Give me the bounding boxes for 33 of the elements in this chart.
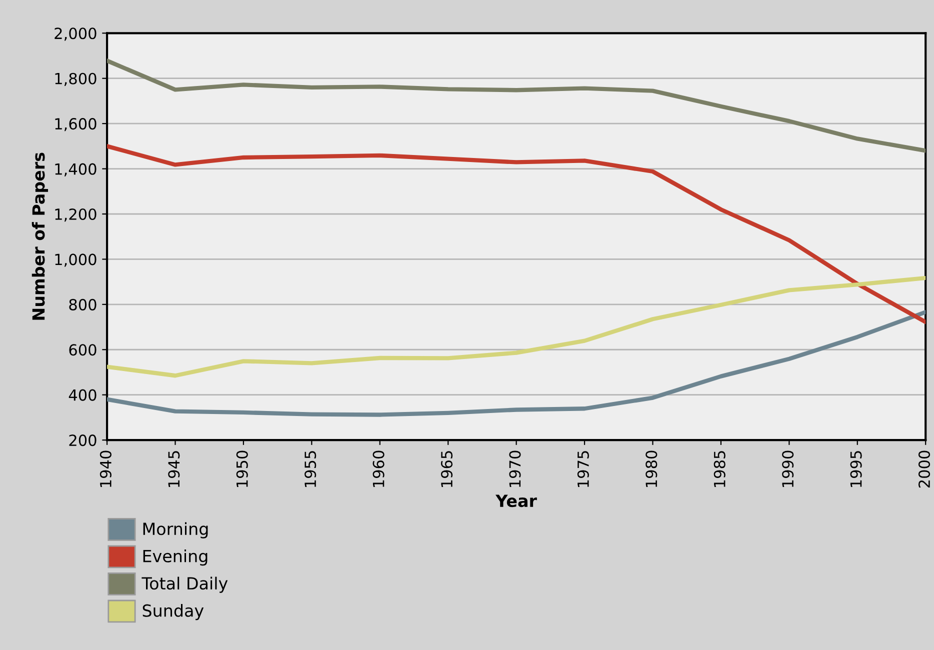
x-tick-label: 1970 — [509, 450, 521, 487]
x-tick-label: 1995 — [850, 451, 862, 487]
x-tick-label: 1945 — [168, 451, 180, 487]
y-tick-label: 2,000 — [54, 28, 96, 41]
x-tick-label: 1985 — [714, 451, 726, 487]
line-series — [107, 144, 926, 324]
y-tick-label: 600 — [69, 344, 96, 356]
legend-label: Total Daily — [142, 576, 228, 593]
y-tick-label: 1,800 — [55, 72, 96, 86]
x-tick-label: 1965 — [440, 451, 453, 487]
y-axis-title: Number of Papers — [32, 152, 48, 320]
x-tick-label: 1990 — [782, 450, 794, 487]
y-tick-label: 200 — [69, 434, 96, 446]
legend-label: Evening — [143, 550, 208, 566]
x-tick-label: 1940 — [100, 450, 112, 487]
y-tick-label: 400 — [68, 389, 96, 401]
y-tick-label: 800 — [69, 298, 96, 310]
x-tick-label: 1950 — [236, 450, 248, 487]
x-tick-label: 1955 — [304, 451, 316, 487]
y-tick-label: 1,400 — [55, 163, 96, 176]
y-tick-label: 1,000 — [55, 254, 96, 267]
line-series — [107, 58, 926, 153]
x-tick-label: 1980 — [646, 450, 658, 487]
x-tick-label: 1975 — [577, 451, 589, 487]
legend-label: Morning — [143, 522, 208, 538]
line-series — [107, 276, 926, 378]
line-series — [107, 310, 926, 417]
x-tick-label: 1960 — [372, 450, 384, 487]
y-tick-label: 1,200 — [55, 208, 96, 222]
x-tick-label: 2000 — [918, 450, 930, 488]
x-axis-title: Year — [495, 494, 537, 508]
legend-label: Sunday — [142, 604, 204, 620]
y-tick-label: 1,600 — [55, 118, 96, 132]
